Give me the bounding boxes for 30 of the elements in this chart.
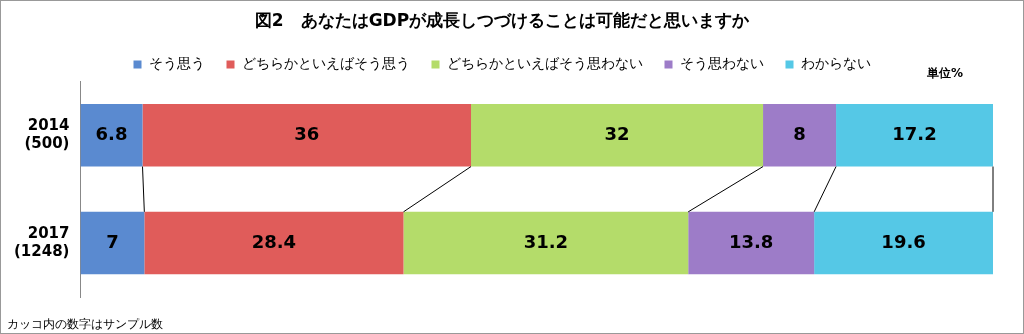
y-tick-label: 2017 (1248): [13, 223, 70, 260]
bar: [403, 211, 689, 275]
bar: [688, 211, 815, 275]
chart-title: 図2 あなたはGDPが成長しつづけることは可能だと思いますか: [254, 9, 751, 30]
bar: [142, 104, 472, 167]
data-label: 32: [604, 122, 630, 144]
data-label: 17.2: [892, 122, 937, 144]
bar: [80, 104, 143, 167]
legend-label: わからない: [800, 55, 871, 72]
text: 単位%: [925, 65, 963, 80]
data-label: 28.4: [251, 230, 297, 252]
text: カッコ内の数字はサンプル数: [7, 317, 163, 332]
bar: [144, 211, 404, 275]
data-label: 8: [793, 122, 806, 144]
data-label: 36: [294, 122, 320, 144]
bar: [80, 211, 145, 275]
data-label: 13.8: [728, 230, 774, 252]
legend-label: そう思わない: [679, 55, 764, 72]
data-label: 7: [106, 230, 119, 252]
y-tick-label: 2014 (500): [24, 116, 70, 153]
legend-label: どちらかといえばそう思う: [241, 55, 410, 72]
bar: [763, 104, 837, 167]
data-label: 19.6: [881, 230, 926, 252]
bar: [836, 104, 993, 167]
data-label: 31.2: [523, 230, 569, 252]
bar: [471, 104, 764, 167]
bar: [814, 211, 993, 275]
data-label: 6.8: [95, 122, 128, 144]
legend-label: どちらかといえばそう思わない: [446, 55, 643, 72]
legend-label: そう思う: [148, 55, 205, 72]
